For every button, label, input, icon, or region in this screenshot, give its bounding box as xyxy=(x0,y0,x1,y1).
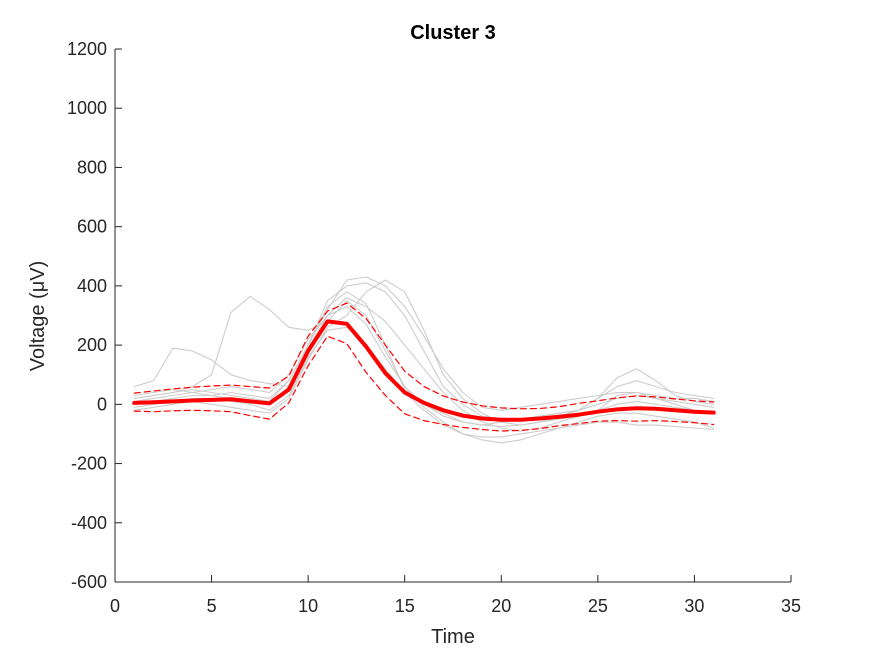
y-tick-label: 800 xyxy=(77,157,107,177)
plot-area xyxy=(132,276,716,444)
x-tick-label: 5 xyxy=(207,596,217,616)
y-tick-label: 600 xyxy=(77,217,107,237)
axes: 0 5 10 15 20 25 30 35 -600 -400 -200 0 200 400 600 800 1… xyxy=(67,39,801,616)
y-tick-label: 0 xyxy=(97,394,107,414)
waveform-line-9 xyxy=(133,326,715,438)
waveform-line-6 xyxy=(133,279,715,426)
y-tick-label: 1000 xyxy=(67,98,107,118)
y-tick-label: -400 xyxy=(71,513,107,533)
x-tick-label: 25 xyxy=(588,596,608,616)
x-tick-label: 35 xyxy=(781,596,801,616)
y-tick-label: -600 xyxy=(71,572,107,592)
chart-title: Cluster 3 xyxy=(410,22,496,44)
y-tick-label: 200 xyxy=(77,335,107,355)
x-tick-label: 10 xyxy=(298,596,318,616)
x-tick-label: 15 xyxy=(395,596,415,616)
waveform-line-5 xyxy=(133,282,715,420)
y-axis-label: Voltage (μV) xyxy=(27,261,49,371)
lower-bound-line xyxy=(133,335,715,432)
waveform-line-8 xyxy=(133,297,715,432)
mean-line xyxy=(132,319,716,422)
x-tick-label: 0 xyxy=(110,596,120,616)
x-tick-label: 20 xyxy=(491,596,511,616)
x-axis-label: Time xyxy=(431,626,475,648)
y-tick-label: 400 xyxy=(77,276,107,296)
y-tick-label: 1200 xyxy=(67,39,107,59)
y-tick-label: -200 xyxy=(71,454,107,474)
x-tick-label: 30 xyxy=(684,596,704,616)
upper-bound-line xyxy=(133,302,715,410)
waveform-line-10 xyxy=(133,276,715,411)
